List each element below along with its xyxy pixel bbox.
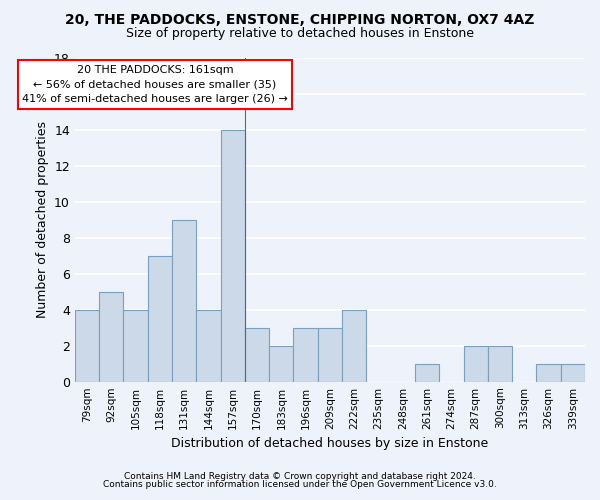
Bar [99, 292, 124, 382]
Text: Size of property relative to detached houses in Enstone: Size of property relative to detached ho… [126, 28, 474, 40]
Bar [75, 310, 99, 382]
Text: Contains HM Land Registry data © Crown copyright and database right 2024.: Contains HM Land Registry data © Crown c… [124, 472, 476, 481]
Bar [561, 364, 585, 382]
Bar [124, 310, 148, 382]
Bar [464, 346, 488, 382]
Text: 20, THE PADDOCKS, ENSTONE, CHIPPING NORTON, OX7 4AZ: 20, THE PADDOCKS, ENSTONE, CHIPPING NORT… [65, 12, 535, 26]
Bar [196, 310, 221, 382]
Bar [269, 346, 293, 382]
Text: Contains public sector information licensed under the Open Government Licence v3: Contains public sector information licen… [103, 480, 497, 489]
Bar [318, 328, 342, 382]
X-axis label: Distribution of detached houses by size in Enstone: Distribution of detached houses by size … [172, 437, 488, 450]
Text: 20 THE PADDOCKS: 161sqm
← 56% of detached houses are smaller (35)
41% of semi-de: 20 THE PADDOCKS: 161sqm ← 56% of detache… [22, 64, 288, 104]
Bar [221, 130, 245, 382]
Bar [293, 328, 318, 382]
Bar [415, 364, 439, 382]
Bar [148, 256, 172, 382]
Bar [245, 328, 269, 382]
Y-axis label: Number of detached properties: Number of detached properties [35, 121, 49, 318]
Bar [342, 310, 367, 382]
Bar [172, 220, 196, 382]
Bar [536, 364, 561, 382]
Bar [488, 346, 512, 382]
